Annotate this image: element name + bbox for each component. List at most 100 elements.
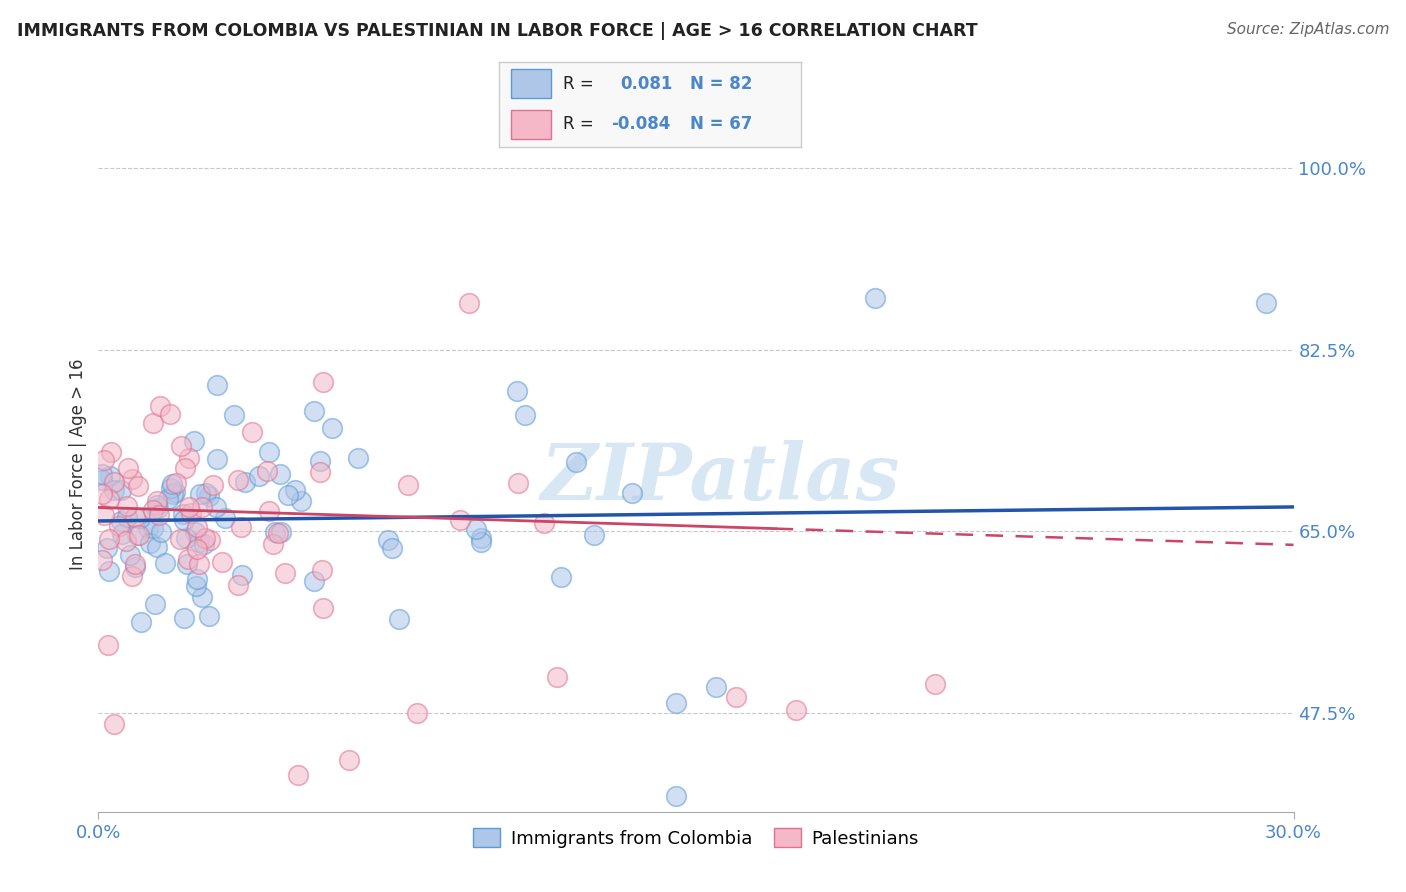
Point [100, 445, 122, 459]
Point [470, 531, 492, 545]
Point [125, 527, 148, 541]
Point [312, 375, 335, 389]
Point [231, 567, 253, 582]
Point [160, 476, 183, 491]
Text: Source: ZipAtlas.com: Source: ZipAtlas.com [1226, 22, 1389, 37]
Point [127, 479, 149, 493]
Point [464, 522, 486, 536]
Point [396, 477, 419, 491]
Point [110, 514, 132, 528]
Point [458, 296, 481, 310]
Point [205, 452, 228, 467]
Point [91, 486, 114, 500]
Point [111, 526, 134, 541]
Point [188, 558, 211, 572]
Point [146, 493, 169, 508]
Point [160, 481, 183, 495]
Point [162, 486, 184, 500]
Text: IMMIGRANTS FROM COLOMBIA VS PALESTINIAN IN LABOR FORCE | AGE > 16 CORRELATION CH: IMMIGRANTS FROM COLOMBIA VS PALESTINIAN … [17, 22, 977, 40]
Point [267, 525, 290, 540]
Point [308, 453, 330, 467]
Point [103, 716, 125, 731]
Point [129, 511, 152, 525]
Point [198, 489, 221, 503]
Point [129, 615, 152, 629]
Point [193, 537, 215, 551]
Point [117, 460, 139, 475]
Text: N = 82: N = 82 [689, 75, 752, 93]
Point [1254, 296, 1277, 310]
Point [198, 609, 221, 624]
Point [142, 502, 165, 516]
Point [262, 537, 284, 551]
Point [470, 535, 492, 549]
Point [311, 563, 333, 577]
Point [136, 521, 159, 535]
Point [124, 559, 146, 574]
Point [724, 690, 747, 705]
Point [183, 524, 205, 539]
Point [93, 453, 115, 467]
Point [406, 706, 429, 720]
Point [546, 670, 568, 684]
Point [146, 540, 169, 554]
Point [506, 384, 529, 399]
Point [174, 461, 197, 475]
Point [91, 474, 114, 488]
Text: ZIPatlas: ZIPatlas [540, 440, 900, 516]
Point [98, 469, 121, 483]
Point [149, 525, 172, 540]
Point [277, 488, 299, 502]
Point [233, 475, 256, 489]
Point [120, 548, 142, 562]
Point [388, 612, 411, 626]
Point [263, 524, 285, 539]
Point [121, 569, 143, 583]
Point [180, 507, 202, 521]
Point [91, 467, 114, 482]
Point [621, 486, 644, 500]
Point [173, 611, 195, 625]
Point [533, 516, 555, 531]
Point [128, 528, 150, 542]
Point [290, 493, 312, 508]
Point [257, 504, 280, 518]
Point [169, 532, 191, 546]
Point [142, 416, 165, 430]
Point [309, 466, 332, 480]
Point [381, 541, 404, 555]
Point [165, 476, 187, 491]
Point [146, 498, 169, 512]
Point [226, 473, 249, 487]
Point [274, 566, 297, 580]
Point [339, 753, 361, 767]
Text: -0.084: -0.084 [612, 115, 671, 133]
Point [183, 434, 205, 448]
Point [270, 525, 292, 540]
Point [312, 601, 335, 615]
FancyBboxPatch shape [512, 70, 551, 98]
Point [211, 555, 233, 569]
Point [321, 421, 343, 435]
Point [177, 552, 200, 566]
Point [865, 291, 887, 305]
Point [148, 508, 170, 522]
Point [229, 520, 252, 534]
Point [163, 485, 186, 500]
Point [91, 552, 114, 566]
Point [103, 475, 125, 489]
Point [121, 472, 143, 486]
Point [202, 478, 225, 492]
Point [93, 508, 115, 523]
Point [177, 450, 200, 465]
Point [96, 541, 118, 556]
Point [186, 542, 208, 557]
Point [302, 574, 325, 589]
Point [508, 476, 530, 491]
Point [269, 467, 291, 482]
Point [194, 486, 217, 500]
Point [124, 557, 146, 571]
Point [665, 789, 688, 804]
Point [284, 483, 307, 498]
Point [226, 578, 249, 592]
